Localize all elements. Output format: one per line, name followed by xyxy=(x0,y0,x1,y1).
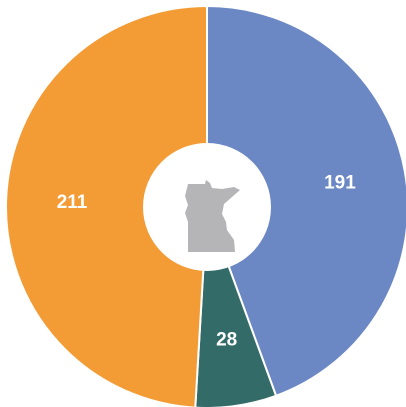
slices xyxy=(4,4,406,407)
slice xyxy=(4,4,208,407)
data-label: 211 xyxy=(57,192,88,213)
slice xyxy=(206,4,406,398)
data-label: 28 xyxy=(216,330,237,351)
state-icon xyxy=(185,180,240,252)
data-label: 191 xyxy=(324,172,356,193)
